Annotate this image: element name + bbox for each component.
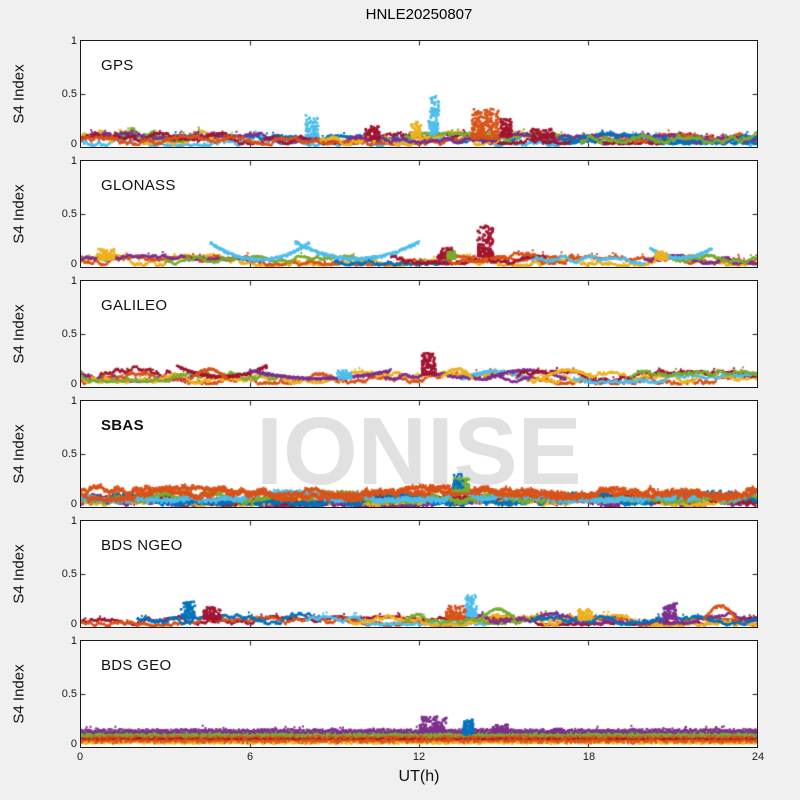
y-tick-label: 0 bbox=[70, 378, 77, 390]
y-tick-label: 0.5 bbox=[61, 448, 77, 460]
y-axis-label: S4 Index bbox=[10, 64, 28, 124]
scatter-plot-gps bbox=[81, 41, 757, 147]
panel-label-bds-ngeo: BDS NGEO bbox=[101, 537, 183, 554]
y-tick-label: 0.5 bbox=[61, 688, 77, 700]
panel-bds-ngeo: S4 Index 1 0.5 0 BDS NGEO bbox=[11, 515, 758, 630]
y-tick-label: 0 bbox=[70, 498, 77, 510]
y-axis-label: S4 Index bbox=[10, 304, 28, 364]
y-tick-label: 1 bbox=[70, 395, 77, 407]
figure-title: HNLE20250807 bbox=[365, 6, 473, 23]
panel-label-sbas: SBAS bbox=[101, 417, 144, 434]
y-tick-label: 0 bbox=[70, 138, 77, 150]
y-axis-label: S4 Index bbox=[10, 424, 28, 484]
scatter-plot-glonass bbox=[81, 161, 757, 267]
x-tick-label: 12 bbox=[412, 751, 426, 763]
y-tick-label: 1 bbox=[70, 275, 77, 287]
panel-label-galileo: GALILEO bbox=[101, 297, 168, 314]
scatter-plot-galileo bbox=[81, 281, 757, 387]
x-tick-label: 0 bbox=[76, 751, 84, 763]
panel-bds-geo: S4 Index 1 0.5 0 BDS GEO bbox=[11, 635, 758, 750]
y-tick-label: 1 bbox=[70, 515, 77, 527]
x-tick-label: 18 bbox=[582, 751, 596, 763]
y-tick-label: 1 bbox=[70, 155, 77, 167]
y-tick-label: 0 bbox=[70, 258, 77, 270]
x-axis-ticks: 0 6 12 18 24 bbox=[0, 751, 800, 765]
scatter-plot-sbas bbox=[81, 401, 757, 507]
y-tick-label: 0.5 bbox=[61, 88, 77, 100]
y-tick-label: 1 bbox=[70, 635, 77, 647]
panel-gps: S4 Index 1 0.5 0 GPS bbox=[11, 35, 758, 150]
y-tick-label: 0 bbox=[70, 618, 77, 630]
x-axis-label: UT(h) bbox=[398, 768, 440, 785]
scatter-plot-bds-ngeo bbox=[81, 521, 757, 627]
y-tick-label: 0.5 bbox=[61, 568, 77, 580]
y-tick-label: 0.5 bbox=[61, 208, 77, 220]
panel-glonass: S4 Index 1 0.5 0 GLONASS bbox=[11, 155, 758, 270]
scatter-plot-bds-geo bbox=[81, 641, 757, 747]
panel-label-bds-geo: BDS GEO bbox=[101, 657, 172, 674]
panel-label-glonass: GLONASS bbox=[101, 177, 176, 194]
y-axis-label: S4 Index bbox=[10, 544, 28, 604]
panel-sbas: IONISE S4 Index 1 0.5 0 SBAS bbox=[11, 395, 758, 510]
x-tick-label: 6 bbox=[246, 751, 254, 763]
y-axis-label: S4 Index bbox=[10, 664, 28, 724]
x-tick-label: 24 bbox=[751, 751, 765, 763]
y-tick-label: 1 bbox=[70, 35, 77, 47]
panel-label-gps: GPS bbox=[101, 57, 134, 74]
y-axis-label: S4 Index bbox=[10, 184, 28, 244]
y-tick-label: 0.5 bbox=[61, 328, 77, 340]
panel-galileo: S4 Index 1 0.5 0 GALILEO bbox=[11, 275, 758, 390]
y-tick-label: 0 bbox=[70, 738, 77, 750]
